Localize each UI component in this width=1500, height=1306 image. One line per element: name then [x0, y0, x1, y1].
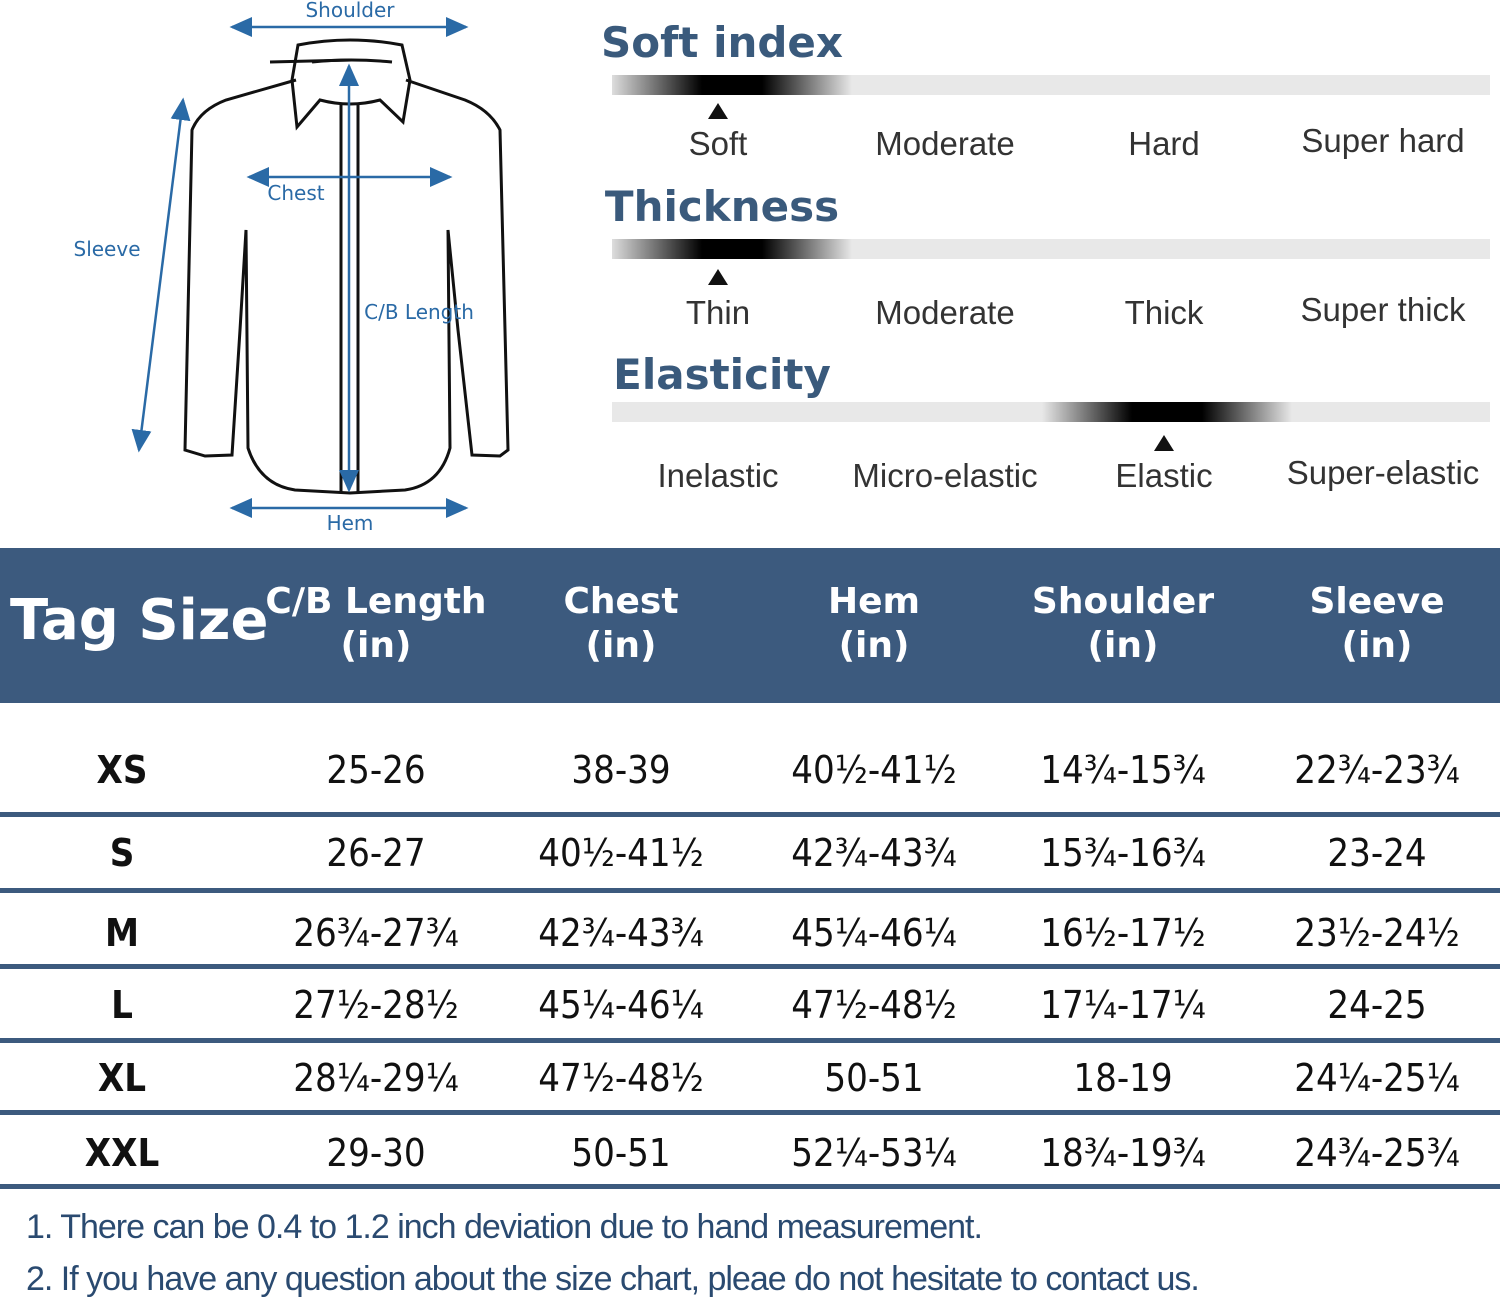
column-unit: (in): [585, 625, 657, 666]
elasticity-level: Super-elastic: [1286, 454, 1480, 491]
soft-level: Moderate: [875, 125, 1015, 162]
elasticity-level: Micro-elastic: [852, 457, 1038, 494]
cb-length-label: C/B Length: [364, 300, 474, 324]
tag-size-header: Tag Size: [10, 588, 269, 653]
measure-cell: 26¾-27¾: [293, 911, 459, 955]
measure-cell: 42¾-43¾: [538, 911, 704, 955]
measure-cell: 38-39: [571, 748, 671, 792]
measure-cell: 23½-24½: [1294, 911, 1460, 955]
measure-cell: 50-51: [571, 1131, 671, 1175]
soft-level: Super hard: [1301, 122, 1465, 159]
measure-cell: 18¾-19¾: [1040, 1131, 1206, 1175]
column-unit: (in): [838, 625, 910, 666]
measure-cell: 16½-17½: [1040, 911, 1206, 955]
sleeve-label: Sleeve: [73, 237, 141, 261]
size-table-header: [0, 548, 1500, 703]
column-name: Shoulder: [1031, 581, 1215, 622]
row-divider: [0, 964, 1500, 969]
shirt-outline-icon: [183, 38, 510, 495]
measure-cell: 47½-48½: [538, 1056, 704, 1100]
column-header: Sleeve (in): [1310, 580, 1445, 668]
elasticity-level: Elastic: [1115, 457, 1213, 494]
note-1: 1. There can be 0.4 to 1.2 inch deviatio…: [26, 1208, 983, 1246]
thickness-bar: [612, 239, 1490, 259]
soft-level: Hard: [1128, 125, 1200, 162]
note-2: 2. If you have any question about the si…: [26, 1260, 1200, 1298]
row-divider: [0, 812, 1500, 817]
row-divider: [0, 1038, 1500, 1043]
soft-index-marker-icon: [708, 103, 728, 119]
column-name: Sleeve: [1309, 581, 1445, 622]
size-cell: XXL: [84, 1131, 160, 1175]
measure-cell: 27½-28½: [293, 983, 459, 1027]
measure-cell: 28¼-29¼: [293, 1056, 459, 1100]
measure-cell: 47½-48½: [791, 983, 957, 1027]
measure-cell: 45¼-46¼: [538, 983, 704, 1027]
size-cell: XL: [97, 1056, 147, 1100]
column-header: C/B Length (in): [265, 580, 486, 668]
measure-cell: 24¾-25¾: [1294, 1131, 1460, 1175]
column-name: C/B Length: [265, 581, 487, 622]
elasticity-level: Inelastic: [657, 457, 779, 494]
column-header: Hem (in): [828, 580, 920, 668]
measure-cell: 24¼-25¼: [1294, 1056, 1460, 1100]
chest-label: Chest: [267, 181, 325, 205]
measure-cell: 23-24: [1327, 831, 1427, 875]
measure-cell: 22¾-23¾: [1294, 748, 1460, 792]
measure-cell: 42¾-43¾: [791, 831, 957, 875]
column-unit: (in): [1087, 625, 1159, 666]
thickness-title: Thickness: [604, 182, 840, 231]
row-divider: [0, 1110, 1500, 1115]
size-cell: L: [111, 983, 133, 1027]
column-unit: (in): [340, 625, 412, 666]
measure-cell: 50-51: [824, 1056, 924, 1100]
measure-cell: 45¼-46¼: [791, 911, 957, 955]
thickness-level: Thick: [1124, 294, 1204, 331]
measure-cell: 17¼-17¼: [1040, 983, 1206, 1027]
soft-index-bar: [612, 75, 1490, 95]
column-header: Chest (in): [563, 580, 678, 668]
thickness-level: Thin: [685, 294, 751, 331]
size-cell: M: [104, 911, 140, 955]
soft-index-title: Soft index: [600, 18, 844, 67]
hem-label: Hem: [326, 511, 374, 535]
measure-cell: 52¼-53¼: [791, 1131, 957, 1175]
column-unit: (in): [1341, 625, 1413, 666]
column-name: Chest: [563, 581, 679, 622]
measure-cell: 29-30: [326, 1131, 426, 1175]
thickness-level: Moderate: [875, 294, 1015, 331]
column-name: Hem: [827, 581, 921, 622]
measure-cell: 24-25: [1327, 983, 1427, 1027]
measure-cell: 25-26: [326, 748, 426, 792]
shirt-diagram: [131, 17, 510, 518]
measure-cell: 14¾-15¾: [1040, 748, 1206, 792]
shoulder-label: Shoulder: [305, 0, 395, 22]
size-cell: S: [109, 831, 135, 875]
column-header: Shoulder (in): [1032, 580, 1214, 668]
measure-cell: 18-19: [1073, 1056, 1173, 1100]
measure-cell: 40½-41½: [791, 748, 957, 792]
soft-level: Soft: [688, 125, 748, 162]
elasticity-title: Elasticity: [613, 350, 831, 399]
size-cell: XS: [96, 748, 148, 792]
elasticity-bar: [612, 402, 1490, 422]
row-divider: [0, 1184, 1500, 1189]
row-divider: [0, 888, 1500, 893]
measure-cell: 15¾-16¾: [1040, 831, 1206, 875]
measure-cell: 26-27: [326, 831, 426, 875]
thickness-level: Super thick: [1300, 291, 1466, 328]
measure-cell: 40½-41½: [538, 831, 704, 875]
elasticity-marker-icon: [1154, 435, 1174, 451]
thickness-marker-icon: [708, 269, 728, 285]
